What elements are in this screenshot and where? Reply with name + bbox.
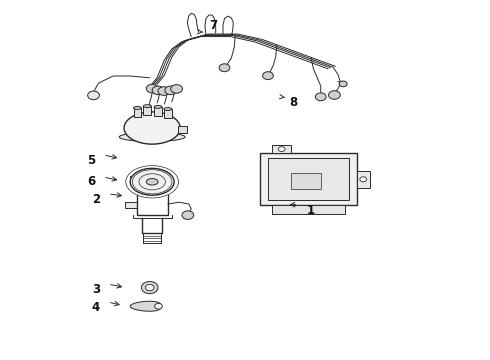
Circle shape (88, 91, 99, 100)
Ellipse shape (130, 168, 174, 195)
Ellipse shape (124, 112, 180, 144)
Text: 5: 5 (87, 154, 95, 167)
FancyBboxPatch shape (164, 109, 171, 118)
Text: 8: 8 (290, 96, 298, 109)
Circle shape (146, 284, 154, 291)
Text: 6: 6 (87, 175, 95, 188)
Circle shape (171, 85, 182, 93)
Text: 3: 3 (92, 283, 100, 296)
Circle shape (152, 86, 164, 95)
Circle shape (278, 147, 285, 152)
FancyBboxPatch shape (130, 176, 142, 184)
Polygon shape (130, 301, 161, 311)
FancyBboxPatch shape (260, 153, 357, 205)
Text: 2: 2 (92, 193, 100, 206)
FancyBboxPatch shape (272, 145, 292, 153)
Circle shape (360, 177, 367, 182)
Circle shape (219, 64, 230, 72)
Circle shape (339, 81, 347, 87)
Circle shape (147, 84, 158, 93)
Text: 1: 1 (307, 204, 315, 217)
FancyBboxPatch shape (269, 158, 348, 200)
Ellipse shape (144, 105, 151, 108)
Text: 7: 7 (209, 19, 217, 32)
Circle shape (329, 91, 340, 99)
Circle shape (182, 211, 194, 220)
Ellipse shape (137, 175, 155, 185)
FancyBboxPatch shape (125, 202, 137, 208)
FancyBboxPatch shape (292, 173, 321, 189)
FancyBboxPatch shape (178, 126, 187, 134)
FancyBboxPatch shape (144, 106, 151, 116)
Circle shape (263, 72, 273, 80)
Circle shape (316, 93, 326, 101)
Circle shape (158, 87, 170, 95)
Circle shape (142, 282, 158, 294)
Text: 4: 4 (92, 301, 100, 314)
FancyBboxPatch shape (357, 171, 369, 188)
Ellipse shape (164, 108, 171, 111)
FancyBboxPatch shape (272, 205, 345, 214)
Ellipse shape (134, 107, 142, 109)
FancyBboxPatch shape (154, 107, 162, 116)
FancyBboxPatch shape (134, 108, 142, 117)
Ellipse shape (147, 179, 158, 185)
Ellipse shape (154, 105, 162, 108)
Ellipse shape (119, 132, 185, 141)
Circle shape (165, 86, 176, 95)
Circle shape (155, 303, 162, 309)
